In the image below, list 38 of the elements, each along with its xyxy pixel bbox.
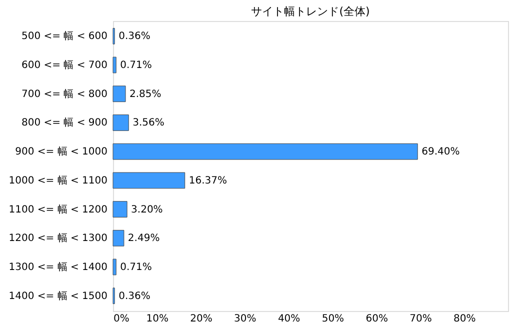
data-label: 0.36%: [118, 31, 150, 42]
x-tick-label: 0%: [114, 314, 130, 324]
x-tick-label: 80%: [453, 314, 476, 324]
data-label: 16.37%: [188, 175, 227, 186]
data-label: 3.20%: [131, 204, 163, 216]
data-label: 0.36%: [118, 290, 150, 302]
bar: [112, 56, 116, 74]
y-tick-label: 1400 <= 幅 < 1500: [8, 290, 108, 302]
y-tick-label: 1100 <= 幅 < 1200: [8, 203, 108, 216]
y-tick-label: 1300 <= 幅 < 1400: [8, 260, 108, 273]
y-tick-label: 800 <= 幅 < 900: [21, 116, 108, 129]
y-tick-label: 900 <= 幅 < 1000: [15, 146, 108, 158]
bar: [112, 230, 124, 246]
data-label: 2.49%: [128, 233, 160, 244]
bar: [112, 258, 116, 276]
data-label: 3.56%: [132, 118, 164, 129]
bar: [112, 201, 128, 218]
x-tick-label: 60%: [366, 314, 388, 324]
x-tick-label: 50%: [322, 314, 344, 324]
y-tick-label: 600 <= 幅 < 700: [21, 59, 108, 72]
y-tick-label: 500 <= 幅 < 600: [21, 30, 108, 42]
bar: [112, 172, 186, 189]
y-tick-label: 1000 <= 幅 < 1100: [8, 174, 108, 186]
x-tick-label: 40%: [278, 314, 300, 324]
data-label: 0.71%: [120, 60, 152, 72]
x-tick-label: 20%: [190, 314, 212, 324]
data-label: 0.71%: [120, 262, 152, 273]
y-tick-label: 1200 <= 幅 < 1300: [8, 232, 108, 244]
data-label: 69.40%: [422, 146, 460, 158]
chart-title: サイト幅トレンド(全体): [251, 5, 370, 18]
bar: [112, 114, 129, 131]
y-tick-label: 700 <= 幅 < 800: [21, 88, 108, 100]
x-tick-label: 10%: [146, 314, 169, 324]
x-tick-label: 70%: [410, 314, 432, 324]
x-tick-label: 30%: [234, 314, 256, 324]
data-label: 2.85%: [130, 88, 162, 100]
bar: [112, 86, 126, 102]
bar: [112, 143, 418, 160]
